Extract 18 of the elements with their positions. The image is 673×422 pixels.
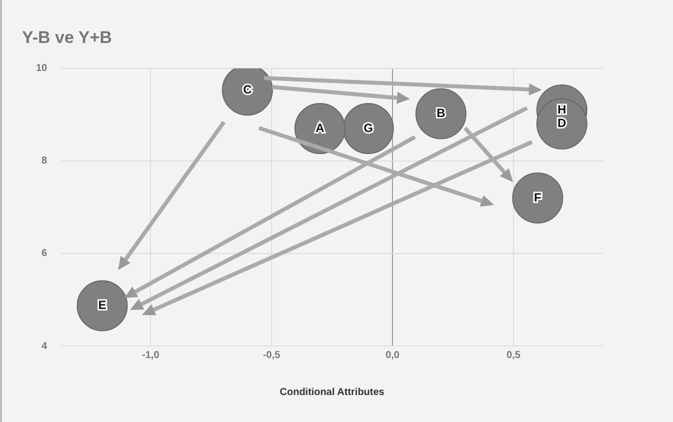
y-tick-label: 10 [36,63,48,74]
series-label: E [98,298,106,312]
series-label: F [534,190,542,204]
chart-title: Y-B ve Y+B [22,28,112,47]
x-tick-label: -0,5 [262,350,281,361]
x-tick-label: -1,0 [142,350,160,361]
x-tick-label: 0,0 [386,350,400,361]
y-tick-label: 8 [42,156,48,167]
series-label: H [558,102,566,116]
x-tick-label: 0,5 [506,350,521,361]
series-label: C [243,82,252,96]
series-label: A [316,120,325,135]
series-label: D [558,116,567,130]
y-tick-label: 6 [42,248,48,260]
series-label: B [436,106,446,120]
series-label: G [364,120,374,135]
y-tick-label: 4 [42,340,48,352]
x-axis-title: Conditional Attributes [280,386,385,398]
